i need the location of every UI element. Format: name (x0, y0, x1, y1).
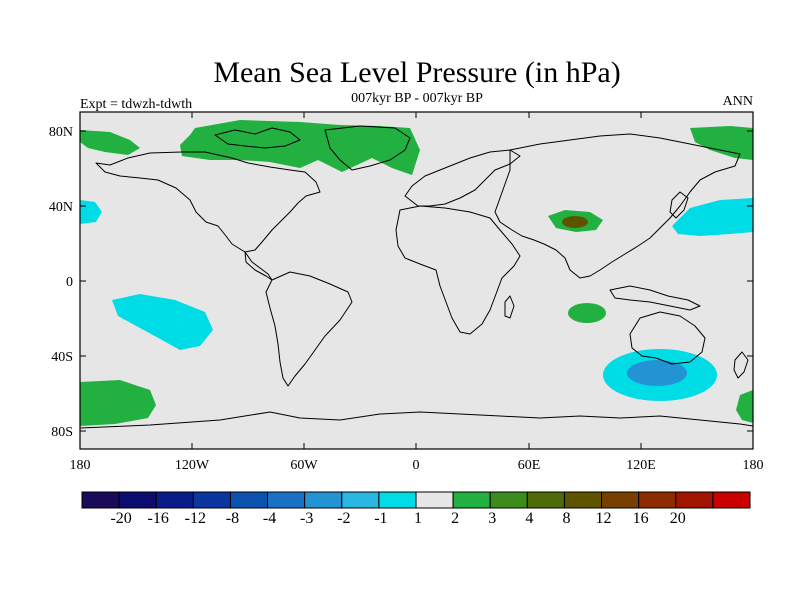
tibet-strong-positive-core (562, 216, 588, 228)
arctic-islands-coastline (214, 127, 301, 149)
colorbar-label: 16 (633, 510, 649, 527)
east-pacific-negative-region (112, 294, 213, 350)
south-pacific-positive-region (80, 380, 156, 426)
coastlines (79, 125, 754, 429)
asia-coastline (494, 133, 741, 279)
lon-label: 180 (70, 458, 91, 473)
figure-subtitle: 007kyr BP - 007kyr BP (351, 91, 483, 106)
lon-label: 120E (626, 458, 656, 473)
lon-label: 60E (518, 458, 541, 473)
siberia-positive-region (690, 126, 753, 160)
colorbar-label: -4 (263, 510, 276, 527)
lat-label: 40N (49, 200, 73, 215)
colorbar-label: -1 (374, 510, 387, 527)
lat-label: 0 (66, 275, 73, 290)
southwest-pacific-positive-region (736, 390, 753, 423)
colorbar-swatch (712, 491, 751, 509)
experiment-label: Expt = tdwzh-tdwth (80, 97, 192, 112)
australia-coastline (629, 311, 706, 365)
colorbar-label: -20 (110, 510, 131, 527)
colorbar-label: -3 (300, 510, 313, 527)
colorbar-label: 12 (596, 510, 612, 527)
colorbar-label: -12 (185, 510, 206, 527)
new-zealand-coastline (733, 351, 749, 379)
lon-label: 60W (290, 458, 318, 473)
europe-coastline (404, 149, 521, 207)
antarctica-coastline (79, 411, 754, 429)
colorbar-swatch (155, 491, 194, 509)
figure-title: Mean Sea Level Pressure (in hPa) (213, 56, 620, 89)
colorbar-labels: -20 -16 -12 -8 -4 -3 -2 -1 1 2 3 4 8 12 16 20 (110, 510, 685, 527)
colorbar-swatch (489, 491, 528, 509)
colorbar-swatch (229, 491, 269, 509)
colorbar-swatch (267, 491, 306, 509)
colorbar-swatch (378, 491, 417, 509)
colorbar-label: -16 (148, 510, 169, 527)
colorbar (81, 491, 751, 509)
lat-label: 80S (51, 425, 73, 440)
colorbar-swatch (118, 491, 157, 509)
colorbar-swatch (415, 491, 454, 509)
madagascar-coastline (504, 295, 515, 319)
colorbar-label: -2 (337, 510, 350, 527)
colorbar-swatch (675, 491, 714, 509)
anomaly-shading (80, 120, 753, 426)
colorbar-swatch (192, 491, 231, 509)
colorbar-label: 4 (525, 510, 533, 527)
colorbar-swatch (81, 491, 120, 509)
lon-label: 0 (413, 458, 420, 473)
colorbar-swatch (341, 491, 380, 509)
northwest-pacific-negative-region (672, 198, 753, 236)
indian-ocean-positive-region (568, 303, 606, 323)
colorbar-label: 2 (451, 510, 459, 527)
colorbar-swatch (452, 491, 491, 509)
africa-coastline (395, 205, 521, 335)
colorbar-swatch (601, 491, 640, 509)
lon-label: 120W (175, 458, 210, 473)
maritime-continent-coastline (609, 285, 701, 311)
lat-label: 40S (51, 350, 73, 365)
axis-ticks (80, 112, 753, 449)
southern-ocean-strong-negative-core (627, 360, 687, 386)
colorbar-swatch (563, 491, 603, 509)
lat-label: 80N (49, 125, 73, 140)
south-america-coastline (265, 271, 353, 387)
arctic-positive-region (180, 120, 420, 175)
colorbar-swatch (304, 491, 343, 509)
colorbar-label: 1 (414, 510, 422, 527)
japan-coastline (669, 191, 689, 219)
greenland-coastline (324, 125, 411, 171)
north-pacific-positive-region (80, 130, 140, 155)
lon-label: 180 (743, 458, 764, 473)
colorbar-label: 3 (488, 510, 496, 527)
colorbar-label: 20 (670, 510, 686, 527)
season-label: ANN (723, 94, 753, 109)
colorbar-label: -8 (226, 510, 239, 527)
north-america-coastline (95, 151, 321, 253)
colorbar-swatch (638, 491, 677, 509)
latitude-labels: 80N 40N 0 40S 80S (49, 125, 73, 440)
longitude-labels: 180 120W 60W 0 60E 120E 180 (70, 458, 764, 473)
colorbar-swatch (526, 491, 565, 509)
colorbar-label: 8 (562, 510, 570, 527)
